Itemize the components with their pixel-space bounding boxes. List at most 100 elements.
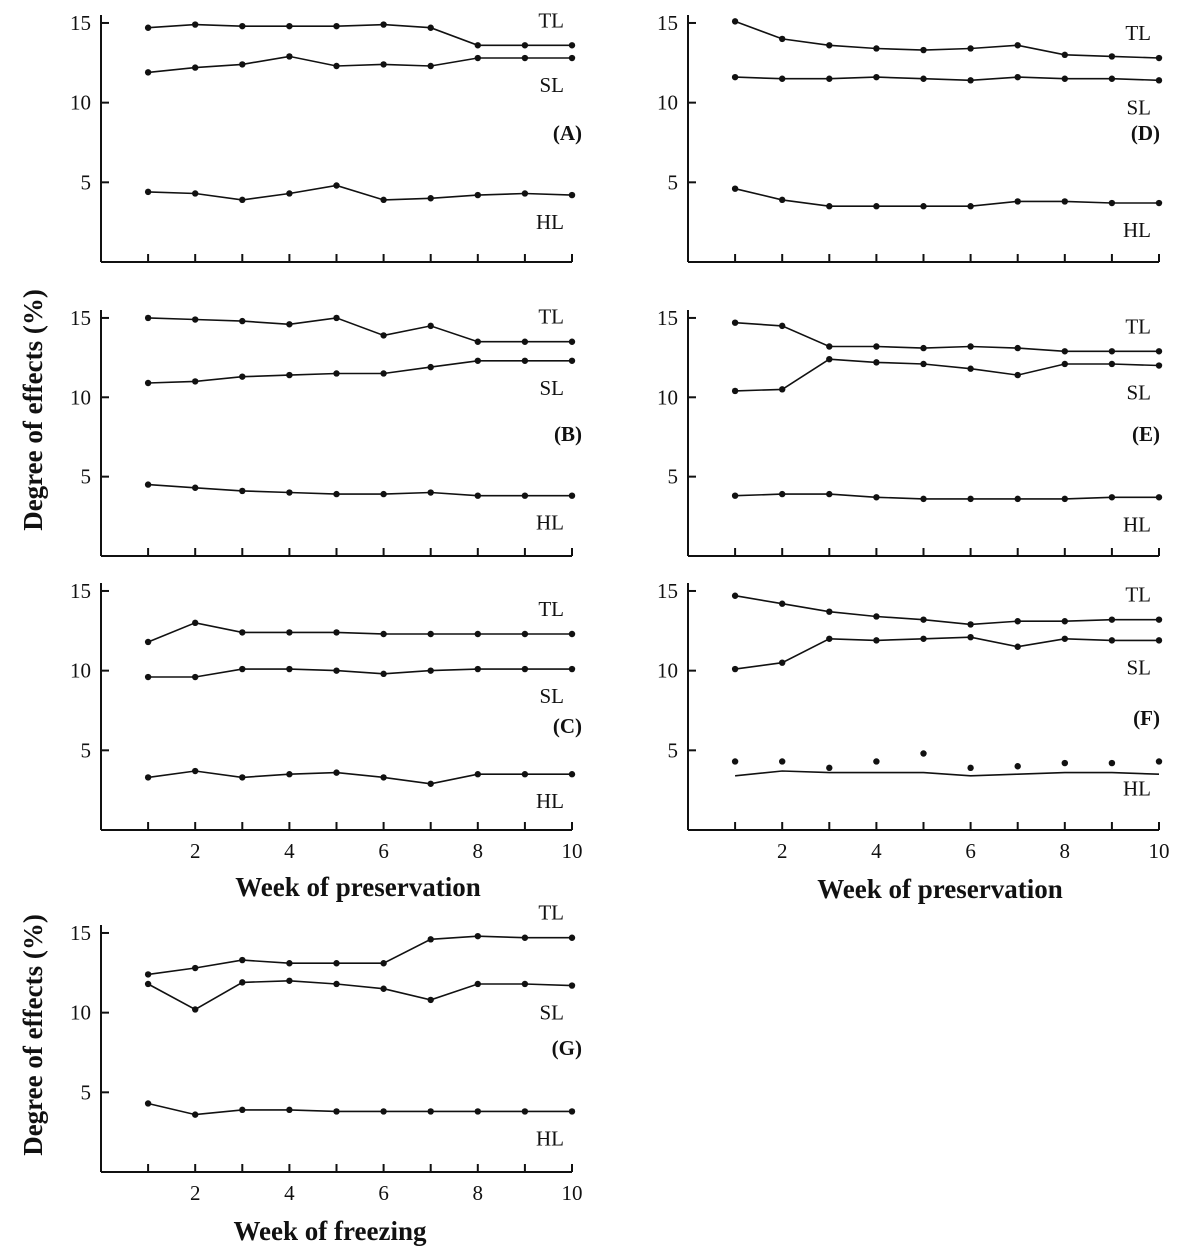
data-point-tl [192,619,199,627]
data-point-sl [239,979,246,986]
data-point-hl [873,494,880,501]
series-line-tl [734,594,1159,626]
data-point-sl [873,359,880,366]
data-point-sl [779,386,786,393]
data-point-tl [731,18,739,25]
panel-d: 5 10 15 TL SL HL (D) [657,11,1163,263]
y-tick-label: 15 [657,306,678,330]
data-point-sl [920,360,927,368]
data-point-sl [826,635,833,642]
data-point-tl [427,24,434,31]
series-line-hl [735,493,1159,500]
y-tick-label: 5 [668,465,679,489]
data-point-hl [239,196,246,204]
data-point-hl [427,195,434,202]
series-label-sl: SL [539,1001,564,1025]
data-point-sl [474,665,481,673]
data-point-sl [779,659,786,666]
panel-b: 5 10 15 TL SL HL (B) [70,305,582,557]
data-point-sl [286,53,293,60]
series-label-sl: SL [1126,381,1151,405]
data-point-hl [474,492,481,499]
series-label-sl: SL [539,684,564,708]
data-point-hl [920,203,927,210]
data-point-sl [427,363,434,371]
data-point-hl [1014,198,1021,205]
data-point-sl [521,54,529,62]
series-label-hl: HL [536,789,564,813]
data-point-sl [427,667,434,674]
data-point-sl [1155,362,1163,369]
data-point-tl [967,343,974,350]
series-line-hl [148,184,573,201]
data-point-hl [779,196,786,204]
data-point-hl [873,203,880,210]
data-point-tl [1061,618,1069,625]
data-point-hl [239,1106,246,1114]
series-label-tl: TL [1125,314,1151,338]
panel-a: 5 10 15 TL SL HL (A) [70,8,582,263]
data-point-tl [873,613,880,620]
data-point-sl [474,980,481,988]
data-point-sl [192,673,199,681]
data-point-tl [1014,618,1021,625]
series-label-hl: HL [1123,218,1151,242]
data-point-hl [1014,763,1021,770]
data-point-sl [1108,360,1116,368]
data-point-tl [967,45,974,52]
data-point-tl [521,338,529,345]
data-point-sl [826,356,833,363]
panel-g: 2 4 6 8 10 5 10 15 TL SL HL (G) [70,901,583,1205]
data-point-hl [521,190,529,197]
data-point-sl [568,54,576,62]
data-point-sl [380,670,387,678]
data-point-sl [521,980,529,988]
data-point-tl [286,22,293,30]
data-point-sl [568,982,576,989]
data-point-hl [144,481,152,488]
series-label-tl: TL [1125,21,1151,45]
series-label-hl: HL [536,511,564,535]
panel-e: 5 10 15 TL SL HL (E) [657,306,1163,557]
panels: 5 10 15 TL SL HL (A) 5 10 15 TL SL HL (D) 5 10 15 TL SL HL (… [70,8,1170,1205]
data-point-tl [568,338,576,345]
data-point-hl [826,203,833,210]
data-point-tl [144,971,152,978]
x-tick-label: 8 [473,839,484,863]
data-point-sl [1014,643,1021,650]
data-point-tl [144,24,152,31]
x-axis-label-bottom: Week of freezing [234,1216,427,1246]
x-tick-label: 10 [562,839,583,863]
data-point-tl [380,630,387,638]
data-point-tl [568,934,576,941]
y-axis-label: Degree of effects (%) [18,289,48,531]
data-point-tl [521,630,529,638]
data-point-hl [333,769,340,776]
data-point-hl [967,203,974,210]
series-line-unlabeled [735,770,1160,777]
data-point-hl [1108,494,1116,501]
data-point-sl [967,365,974,372]
data-point-sl [144,379,152,387]
data-point-tl [779,600,786,607]
data-point-tl [920,616,927,623]
series-label-sl: SL [1126,655,1151,679]
data-point-hl [286,771,293,778]
y-tick-label: 10 [70,91,91,115]
data-point-sl [474,357,481,364]
data-point-tl [731,319,739,326]
series-label-hl: HL [536,210,564,234]
data-point-hl [427,1108,434,1115]
data-point-tl [1061,348,1069,355]
x-tick-label: 6 [965,839,976,863]
x-tick-label: 6 [378,1181,389,1205]
data-point-hl [144,188,152,196]
data-point-tl [568,630,576,638]
data-point-tl [873,45,880,52]
data-point-hl [192,484,199,491]
data-point-tl [474,932,481,940]
data-point-sl [427,996,434,1004]
data-point-hl [474,191,481,199]
data-point-tl [286,960,293,967]
y-tick-label: 5 [668,738,679,762]
